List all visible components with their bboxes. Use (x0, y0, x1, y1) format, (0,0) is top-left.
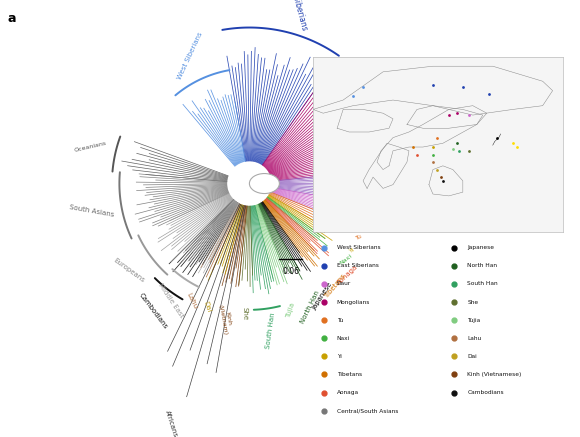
Text: Central/South Asians: Central/South Asians (337, 408, 398, 413)
Text: Kinh
(Vietnam): Kinh (Vietnam) (218, 303, 234, 335)
Text: Japanese: Japanese (467, 245, 494, 250)
Text: Yi: Yi (337, 354, 342, 359)
Text: She: She (242, 307, 248, 320)
Text: West Siberians: West Siberians (337, 245, 380, 250)
Text: Lahu: Lahu (186, 291, 199, 309)
Text: Tibetans: Tibetans (337, 372, 362, 377)
Text: Tujia: Tujia (467, 318, 480, 323)
Text: Cambodians: Cambodians (138, 292, 169, 330)
Text: West Siberians: West Siberians (176, 31, 204, 80)
Text: Europeans: Europeans (113, 257, 146, 284)
Text: North Han: North Han (467, 264, 497, 268)
Text: Aonaga: Aonaga (337, 390, 359, 395)
Text: Daur: Daur (337, 281, 351, 287)
Text: Tibetans: Tibetans (324, 273, 347, 299)
Text: Lahu: Lahu (467, 336, 481, 341)
Text: Dai: Dai (202, 300, 212, 313)
Text: Tu: Tu (356, 233, 364, 241)
Text: Naxi: Naxi (337, 336, 350, 341)
Text: South Han: South Han (264, 312, 276, 349)
Text: Tujia: Tujia (285, 302, 296, 319)
Text: South Asians: South Asians (69, 205, 115, 218)
Text: Yi: Yi (349, 247, 356, 254)
Text: She: She (467, 299, 478, 305)
Text: South Han: South Han (467, 281, 498, 287)
Text: Africans: Africans (164, 409, 179, 437)
Text: Mongolians: Mongolians (371, 84, 417, 116)
Text: Dai: Dai (467, 354, 477, 359)
Text: East Siberians: East Siberians (286, 0, 309, 32)
Text: 0.06: 0.06 (282, 267, 299, 276)
Text: North Han: North Han (299, 290, 320, 325)
Text: Japanese: Japanese (311, 281, 333, 311)
Text: Tu: Tu (337, 318, 343, 323)
Text: Aonaga: Aonaga (336, 264, 359, 286)
Text: Mongolians: Mongolians (337, 299, 370, 305)
Text: a: a (8, 12, 16, 25)
Text: Daur: Daur (369, 215, 387, 225)
Text: Kinh (Vietnamese): Kinh (Vietnamese) (467, 372, 521, 377)
Ellipse shape (249, 173, 280, 194)
Text: East Siberians: East Siberians (337, 264, 379, 268)
Text: Oceanians: Oceanians (74, 141, 107, 153)
Text: Cambodians: Cambodians (467, 390, 504, 395)
Text: Buryat
(Russia): Buryat (Russia) (371, 182, 396, 194)
Text: Naxi: Naxi (339, 253, 353, 265)
Text: Middle East: Middle East (157, 282, 184, 319)
